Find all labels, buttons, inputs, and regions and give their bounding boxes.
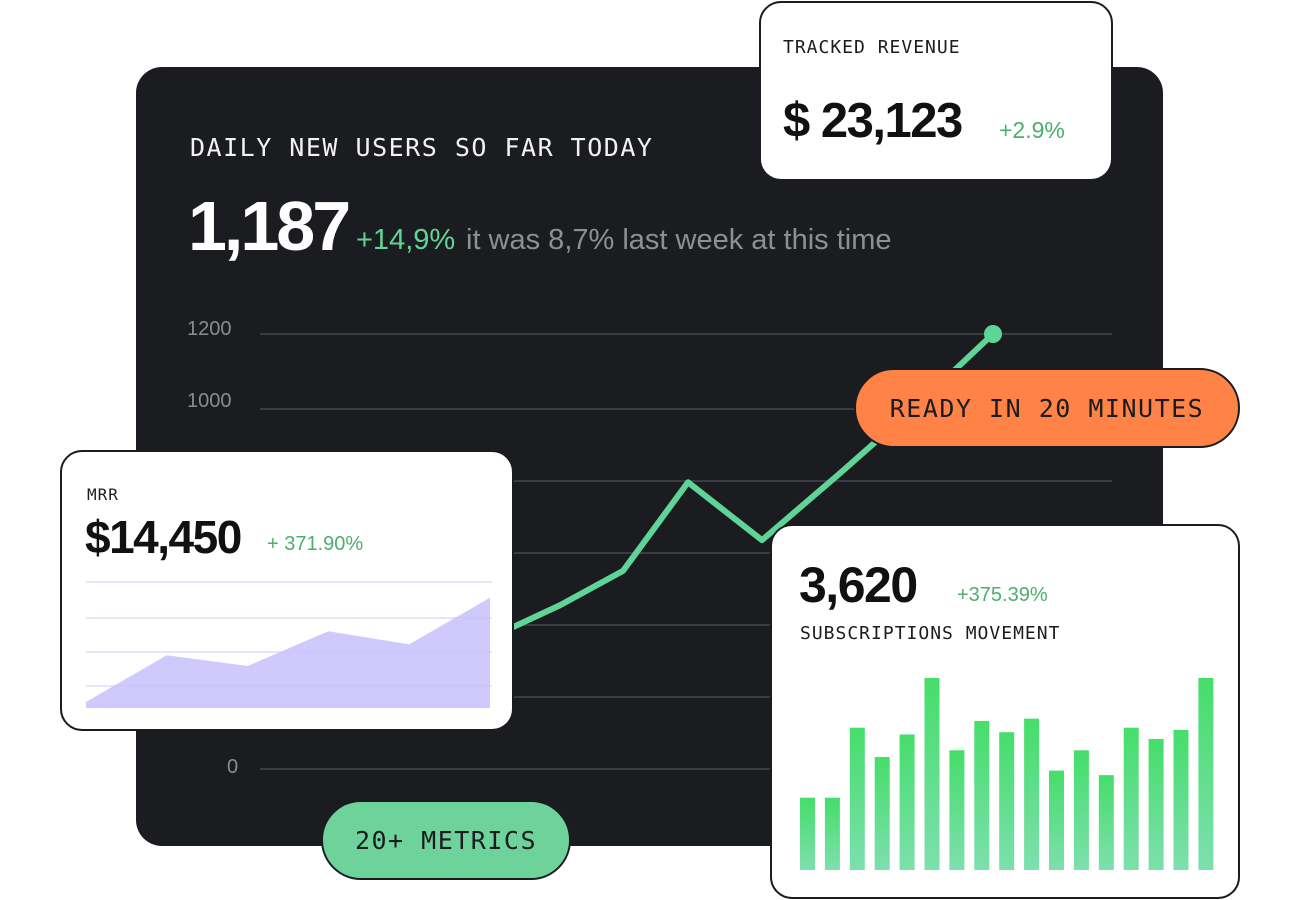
ready-in-20-minutes-badge: READY IN 20 MINUTES [854,368,1240,448]
daily-users-title: DAILY NEW USERS SO FAR TODAY [190,133,654,162]
subscriptions-bar [924,678,940,870]
y-tick-label: 1200 [187,318,232,340]
gridline [260,552,1112,554]
subscriptions-value: 3,620 [799,557,918,613]
20-plus-metrics-badge: 20+ METRICS [321,800,571,880]
subscriptions-bar [949,750,965,870]
gridline [260,696,1112,698]
gridline [260,624,1112,626]
y-tick-label: 1000 [187,390,232,412]
subscriptions-bar [1198,678,1214,870]
mrr-card: MRR $14,450 + 371.90% [60,450,514,731]
subscriptions-bar [1049,770,1064,870]
subscriptions-bar [999,732,1015,870]
subscriptions-card: 3,620 +375.39% SUBSCRIPTIONS MOVEMENT [770,524,1240,899]
mrr-change: + 371.90% [267,533,364,555]
subscriptions-bar [1123,727,1139,870]
mrr-value: $14,450 [85,511,242,563]
subscriptions-bar [1024,718,1040,870]
subscriptions-bar [849,727,865,870]
mrr-area [86,597,490,708]
gridline-1200 [260,333,1112,335]
subscriptions-bar [1173,729,1189,870]
tracked-revenue-change: +2.9% [999,117,1065,143]
subscriptions-label: SUBSCRIPTIONS MOVEMENT [800,623,1061,644]
daily-users-change: +14,9% [356,224,456,256]
tracked-revenue-card: TRACKED REVENUE $ 23,123 +2.9% [759,1,1113,181]
daily-users-note: it was 8,7% last week at this time [466,224,892,256]
subscriptions-bar [1098,775,1114,870]
subscriptions-bar [800,797,815,870]
daily-users-value: 1,187 [188,187,351,265]
daily-users-last-point [984,325,1002,343]
subscriptions-bar [899,734,915,870]
subscriptions-bar-chart [800,678,1214,870]
subscriptions-bar [974,720,990,870]
subscriptions-bar [874,757,890,870]
tracked-revenue-label: TRACKED REVENUE [783,37,961,58]
gridline-0 [260,768,1112,770]
tracked-revenue-value: $ 23,123 [783,94,963,148]
gridline [260,408,1112,410]
y-tick-label: 0 [227,756,239,778]
subscriptions-bar [1148,738,1164,870]
subscriptions-bar [824,797,840,870]
mrr-area-chart [86,581,492,708]
subscriptions-bar [1073,750,1089,870]
subscriptions-change: +375.39% [957,584,1048,606]
mrr-label: MRR [87,485,119,504]
